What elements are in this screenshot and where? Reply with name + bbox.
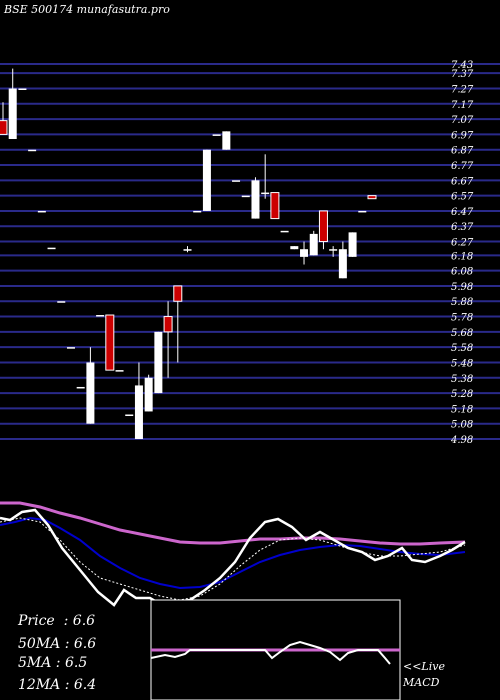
candle-body: [261, 192, 270, 195]
candle-body: [300, 249, 309, 257]
candle-body: [309, 233, 318, 256]
candle-body: [105, 314, 115, 371]
candle-body: [0, 120, 8, 135]
candle-body: [86, 362, 95, 424]
moving-average-panel: [0, 501, 466, 607]
y-tick-label: 6.87: [451, 146, 474, 157]
candle-body: [241, 195, 250, 198]
candle-body: [115, 370, 124, 372]
y-tick-label: 7.37: [451, 69, 474, 80]
candle-body: [125, 414, 134, 417]
ma-fast-line: [0, 516, 466, 590]
stat-ma5-value: 6.5: [64, 655, 88, 671]
ma50-line: [0, 501, 466, 546]
candle-body: [28, 149, 37, 152]
candle-body: [280, 230, 289, 233]
stat-ma12-label: 12MA: [18, 677, 61, 693]
candle-body: [144, 377, 153, 412]
candle-body: [134, 385, 143, 439]
candle-body: [183, 249, 192, 251]
y-tick-label: 6.57: [451, 192, 474, 203]
stat-price-value: 6.6: [72, 613, 96, 629]
candle-body: [348, 232, 357, 257]
y-tick-label: 7.07: [451, 115, 474, 126]
y-tick-label: 5.78: [451, 313, 473, 324]
candle-body: [212, 134, 221, 136]
y-tick-label: 5.88: [451, 297, 473, 308]
exchange-label: BSE: [4, 3, 28, 16]
candle-body: [270, 192, 280, 220]
chart-header: BSE 500174 munafasutra.pro: [4, 3, 170, 16]
candle-body: [96, 315, 105, 317]
candle-body: [76, 386, 85, 389]
price-grid: [0, 63, 500, 440]
candlestick-series: [0, 68, 377, 439]
candle-body: [163, 316, 173, 333]
y-tick-label: 7.27: [451, 84, 474, 95]
y-tick-label: 6.97: [451, 130, 474, 141]
price-line: [0, 508, 466, 607]
y-tick-label: 5.28: [451, 389, 473, 400]
candle-body: [57, 301, 66, 303]
y-tick-label: 7.43: [451, 60, 473, 71]
macd-label: MACD: [403, 676, 440, 689]
ma-slow-dotted-line: [0, 517, 466, 601]
candle-body: [173, 285, 183, 302]
y-tick-label: 5.08: [451, 420, 473, 431]
candle-body: [232, 180, 241, 182]
candle-body: [338, 249, 347, 279]
y-tick-label: 5.68: [451, 328, 473, 339]
candle-body: [222, 131, 231, 150]
y-tick-label: 6.27: [451, 238, 474, 249]
candle-body: [8, 88, 17, 139]
stat-price-label: Price: [18, 613, 55, 629]
y-tick-label: 5.48: [451, 358, 473, 369]
candle-body: [47, 247, 56, 250]
candle-body: [251, 180, 260, 219]
y-tick-label: 4.98: [450, 435, 473, 446]
y-tick-label: 6.18: [451, 251, 473, 262]
stat-ma5-label: 5MA: [18, 655, 52, 671]
candle-body: [329, 249, 338, 251]
live-label: <<Live: [403, 660, 445, 673]
stat-ma5: 5MA : 6.5: [18, 655, 88, 671]
y-tick-label: 6.77: [451, 161, 474, 172]
stock-code: 500174: [31, 3, 74, 16]
stat-price: Price : 6.6: [18, 613, 96, 629]
stat-ma50-label: 50MA: [18, 636, 61, 652]
candle-body: [18, 88, 27, 90]
candle-body: [318, 210, 328, 243]
y-tick-label: 5.38: [451, 374, 473, 385]
y-tick-label: 6.47: [451, 207, 474, 218]
macd-line: [150, 640, 391, 665]
candle-body: [202, 149, 211, 211]
live-macd-label: <<Live MACD: [403, 659, 445, 691]
macd-panel: [150, 599, 401, 700]
candle-body: [367, 195, 377, 200]
candle-body: [290, 246, 299, 250]
y-tick-label: 5.58: [451, 343, 473, 354]
y-tick-label: 6.67: [451, 176, 474, 187]
stat-ma50-value: 6.6: [73, 636, 97, 652]
y-tick-label: 5.18: [451, 404, 473, 415]
stat-ma50: 50MA : 6.6: [18, 636, 97, 652]
site-name: munafasutra.pro: [76, 3, 170, 16]
candle-body: [154, 331, 163, 394]
y-tick-label: 6.37: [451, 222, 474, 233]
stat-ma12: 12MA : 6.4: [18, 677, 97, 693]
stat-ma12-value: 6.4: [73, 677, 97, 693]
y-tick-label: 5.98: [451, 282, 473, 293]
candle-body: [37, 210, 46, 213]
candle-body: [358, 210, 367, 213]
candle-body: [193, 210, 202, 213]
price-axis: 7.437.37 7.27 7.17 7.07 6.97 6.87 6.77 6.67 6.57…: [450, 60, 474, 446]
candle-body: [66, 347, 75, 349]
y-tick-label: 7.17: [451, 100, 474, 111]
y-tick-label: 6.08: [451, 267, 473, 278]
